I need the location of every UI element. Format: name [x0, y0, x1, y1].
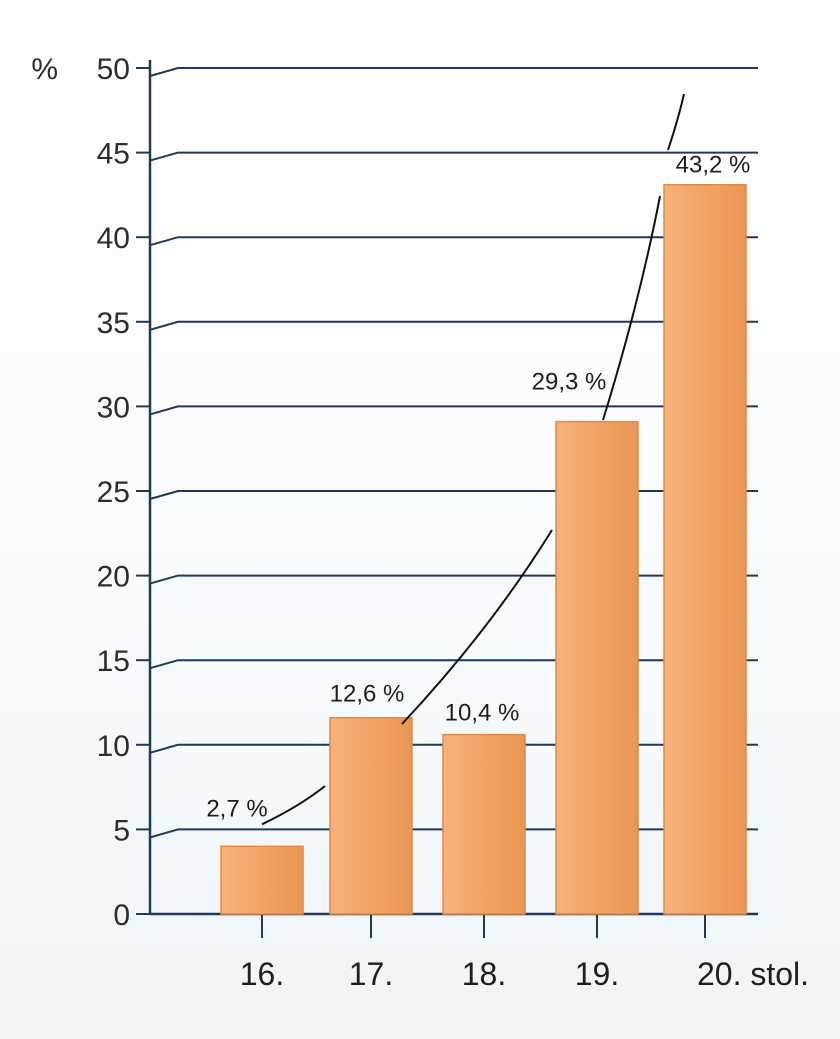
- y-tick-label-50: 50: [97, 53, 130, 86]
- trend-curve-segment-4: [667, 93, 685, 151]
- x-tick-label-5: 20. stol.: [697, 956, 809, 992]
- y-tick-label-40: 40: [97, 222, 130, 255]
- data-label-2: 12,6 %: [330, 681, 405, 708]
- y-tick-label-0: 0: [113, 899, 130, 932]
- axes: [136, 60, 758, 938]
- y-tick-label-20: 20: [97, 561, 130, 594]
- y-unit-label: %: [31, 53, 58, 86]
- bar-1: [220, 845, 304, 915]
- bar-3: [442, 733, 526, 915]
- x-tick-label-4: 19.: [575, 956, 619, 992]
- gridlines: [149, 67, 758, 839]
- y-tick-label-15: 15: [97, 645, 130, 678]
- y-tick-label-35: 35: [97, 307, 130, 340]
- x-tick-label-2: 17.: [349, 956, 393, 992]
- data-label-3: 10,4 %: [445, 700, 520, 727]
- trend-curve-segment-3: [602, 195, 661, 421]
- gridline-50: [149, 67, 758, 77]
- x-tick-label-1: 16.: [240, 956, 284, 992]
- y-tick-label-30: 30: [97, 391, 130, 424]
- bar-2: [329, 716, 413, 915]
- gridline-40: [149, 236, 758, 247]
- trend-curve-segment-1: [261, 785, 326, 826]
- y-tick-label-5: 5: [113, 814, 130, 847]
- y-tick-label-10: 10: [97, 730, 130, 763]
- y-tick-label-45: 45: [97, 138, 130, 171]
- gridline-45: [149, 151, 758, 162]
- data-label-4: 29,3 %: [532, 369, 607, 396]
- trend-curve-layer: [261, 93, 685, 826]
- y-tick-label-25: 25: [97, 476, 130, 509]
- data-label-5: 43,2 %: [676, 152, 751, 179]
- trend-curve-segment-2: [401, 529, 553, 725]
- bar-4: [555, 420, 639, 915]
- gridline-30: [149, 405, 758, 416]
- bars: [220, 183, 747, 915]
- labels: 0 5 10 15 20 25 30 35 40 45 50% 16. 2,7 % 17. 12,6 % 18…: [31, 53, 809, 992]
- x-tick-label-3: 18.: [462, 956, 506, 992]
- bar-5: [663, 183, 747, 915]
- gridline-35: [149, 320, 758, 331]
- data-label-1: 2,7 %: [206, 795, 267, 822]
